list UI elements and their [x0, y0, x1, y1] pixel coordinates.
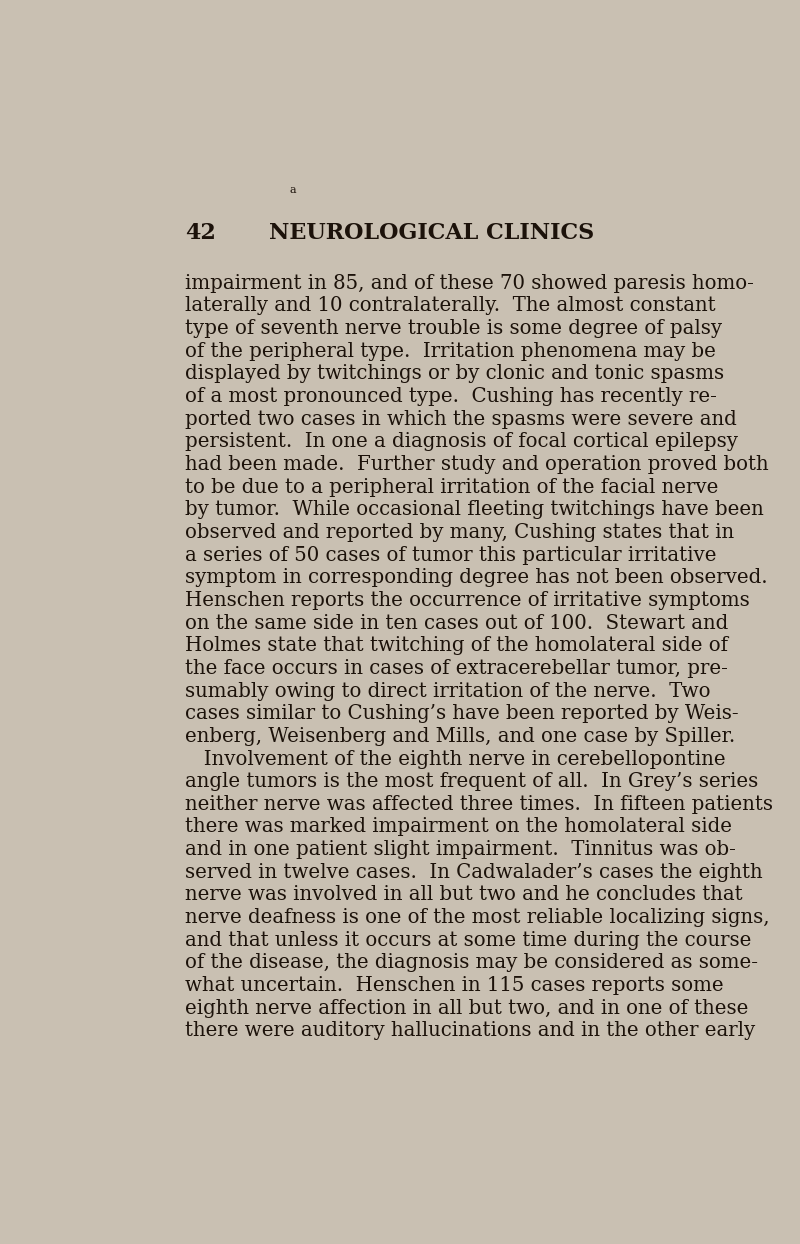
Text: of the disease, the diagnosis may be considered as some-: of the disease, the diagnosis may be con… — [185, 953, 758, 973]
Text: nerve was involved in all but two and he concludes that: nerve was involved in all but two and he… — [185, 886, 742, 904]
Text: what uncertain.  Henschen in 115 cases reports some: what uncertain. Henschen in 115 cases re… — [185, 977, 723, 995]
Text: of a most pronounced type.  Cushing has recently re-: of a most pronounced type. Cushing has r… — [185, 387, 717, 406]
Text: there was marked impairment on the homolateral side: there was marked impairment on the homol… — [185, 817, 732, 836]
Text: served in twelve cases.  In Cadwalader’s cases the eighth: served in twelve cases. In Cadwalader’s … — [185, 863, 762, 882]
Text: type of seventh nerve trouble is some degree of palsy: type of seventh nerve trouble is some de… — [185, 320, 722, 338]
Text: by tumor.  While occasional fleeting twitchings have been: by tumor. While occasional fleeting twit… — [185, 500, 764, 519]
Text: neither nerve was affected three times.  In fifteen patients: neither nerve was affected three times. … — [185, 795, 773, 814]
Text: and that unless it occurs at some time during the course: and that unless it occurs at some time d… — [185, 931, 751, 949]
Text: there were auditory hallucinations and in the other early: there were auditory hallucinations and i… — [185, 1021, 755, 1040]
Text: symptom in corresponding degree has not been observed.: symptom in corresponding degree has not … — [185, 569, 767, 587]
Text: enberg, Weisenberg and Mills, and one case by Spiller.: enberg, Weisenberg and Mills, and one ca… — [185, 726, 735, 746]
Text: Involvement of the eighth nerve in cerebellopontine: Involvement of the eighth nerve in cereb… — [185, 750, 726, 769]
Text: a: a — [289, 184, 296, 195]
Text: ported two cases in which the spasms were severe and: ported two cases in which the spasms wer… — [185, 409, 737, 429]
Text: cases similar to Cushing’s have been reported by Weis-: cases similar to Cushing’s have been rep… — [185, 704, 738, 723]
Text: eighth nerve affection in all but two, and in one of these: eighth nerve affection in all but two, a… — [185, 999, 748, 1018]
Text: laterally and 10 contralaterally.  The almost constant: laterally and 10 contralaterally. The al… — [185, 296, 715, 316]
Text: a series of 50 cases of tumor this particular irritative: a series of 50 cases of tumor this parti… — [185, 546, 717, 565]
Text: Holmes state that twitching of the homolateral side of: Holmes state that twitching of the homol… — [185, 636, 728, 656]
Text: displayed by twitchings or by clonic and tonic spasms: displayed by twitchings or by clonic and… — [185, 364, 724, 383]
Text: observed and reported by many, Cushing states that in: observed and reported by many, Cushing s… — [185, 522, 734, 542]
Text: nerve deafness is one of the most reliable localizing signs,: nerve deafness is one of the most reliab… — [185, 908, 770, 927]
Text: to be due to a peripheral irritation of the facial nerve: to be due to a peripheral irritation of … — [185, 478, 718, 496]
Text: the face occurs in cases of extracerebellar tumor, pre-: the face occurs in cases of extracerebel… — [185, 659, 728, 678]
Text: angle tumors is the most frequent of all.  In Grey’s series: angle tumors is the most frequent of all… — [185, 773, 758, 791]
Text: had been made.  Further study and operation proved both: had been made. Further study and operati… — [185, 455, 769, 474]
Text: Henschen reports the occurrence of irritative symptoms: Henschen reports the occurrence of irrit… — [185, 591, 750, 610]
Text: impairment in 85, and of these 70 showed paresis homo-: impairment in 85, and of these 70 showed… — [185, 274, 754, 292]
Text: persistent.  In one a diagnosis of focal cortical epilepsy: persistent. In one a diagnosis of focal … — [185, 433, 738, 452]
Text: 42: 42 — [185, 223, 216, 244]
Text: NEUROLOGICAL CLINICS: NEUROLOGICAL CLINICS — [269, 223, 594, 244]
Text: sumably owing to direct irritation of the nerve.  Two: sumably owing to direct irritation of th… — [185, 682, 710, 700]
Text: on the same side in ten cases out of 100.  Stewart and: on the same side in ten cases out of 100… — [185, 613, 728, 633]
Text: of the peripheral type.  Irritation phenomena may be: of the peripheral type. Irritation pheno… — [185, 342, 716, 361]
Text: and in one patient slight impairment.  Tinnitus was ob-: and in one patient slight impairment. Ti… — [185, 840, 736, 860]
